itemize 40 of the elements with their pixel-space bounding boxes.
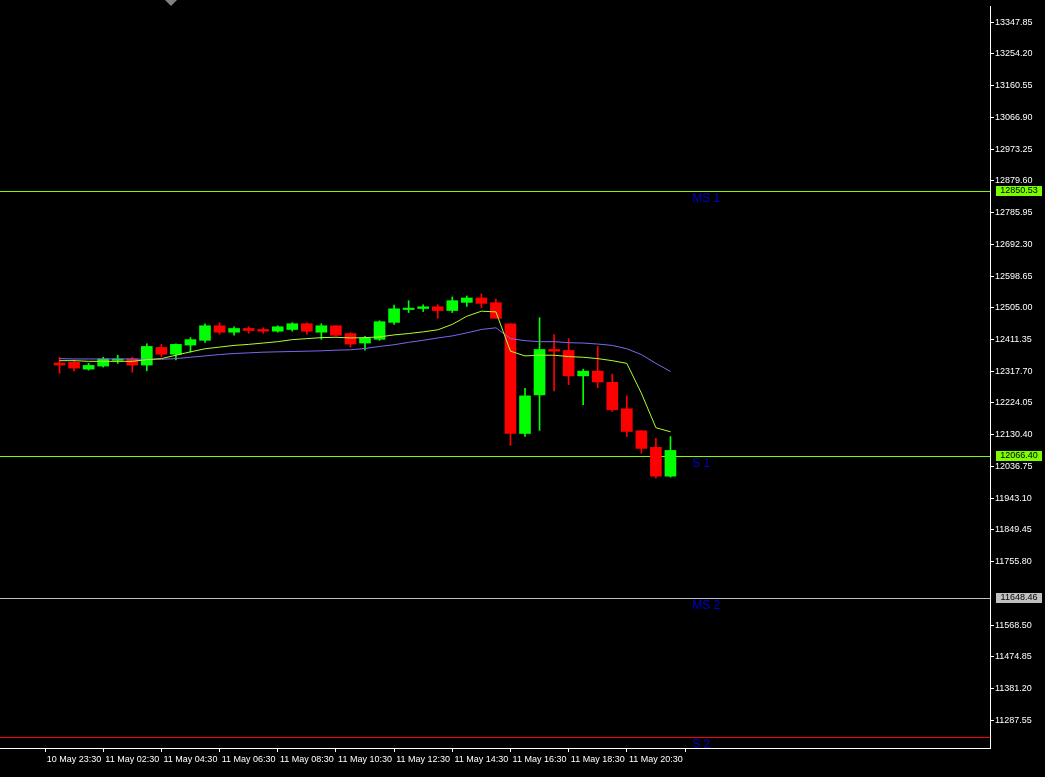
text: 12066.40 [1000,450,1038,461]
y-tick-label: 12505.00 [995,302,1033,313]
y-tick-label: 11474.85 [995,651,1032,662]
x-tick-label: 11 May 16:30 [512,753,567,764]
y-tick-label: 12598.65 [995,270,1033,281]
x-tick-label: 11 May 12:30 [396,753,451,764]
x-tick-label: 11 May 14:30 [454,753,509,764]
ref-line-label: S 2 [692,737,711,752]
y-tick-label: 11568.50 [995,619,1032,630]
x-tick-label: 11 May 06:30 [221,753,276,764]
x-tick-label: 11 May 10:30 [338,753,392,764]
ref-line-label: MS 1 [692,191,721,206]
x-tick-label: 10 May 23:30 [46,753,102,764]
ref-line-label: S 1 [692,456,711,471]
y-tick-label: 12879.60 [995,175,1033,186]
y-tick-label: 12036.75 [995,460,1033,471]
y-tick-label: 13254.20 [995,48,1033,59]
y-tick-label: 11755.80 [995,556,1032,567]
y-tick-label: 11849.45 [995,524,1032,535]
text: 11648.46 [1000,592,1038,603]
y-tick-label: 11381.20 [995,683,1032,693]
x-tick-label: 11 May 18:30 [570,753,625,764]
y-tick-label: 13160.55 [995,80,1033,91]
x-tick-label: 11 May 08:30 [279,753,334,764]
y-tick-label: 12224.05 [995,397,1033,408]
x-tick-label: 11 May 20:30 [628,753,683,764]
y-tick-label: 12785.95 [995,207,1033,218]
y-tick-label: 12692.30 [995,238,1033,249]
x-tick-label: 11 May 02:30 [105,753,160,764]
y-tick-label: 11943.10 [995,492,1032,503]
y-tick-label: 12973.25 [995,143,1033,154]
y-tick-label: 12317.70 [995,365,1033,376]
y-tick-label: 13347.85 [995,16,1033,27]
ref-line-label: MS 2 [692,598,721,613]
y-tick-label: 11287.55 [995,714,1032,725]
y-tick-label: 12411.35 [995,334,1032,345]
y-tick-label: 13066.90 [995,111,1033,122]
text: 12850.53 [1000,185,1038,196]
x-tick-label: 11 May 04:30 [163,753,218,764]
y-tick-label: 12130.40 [995,429,1033,440]
